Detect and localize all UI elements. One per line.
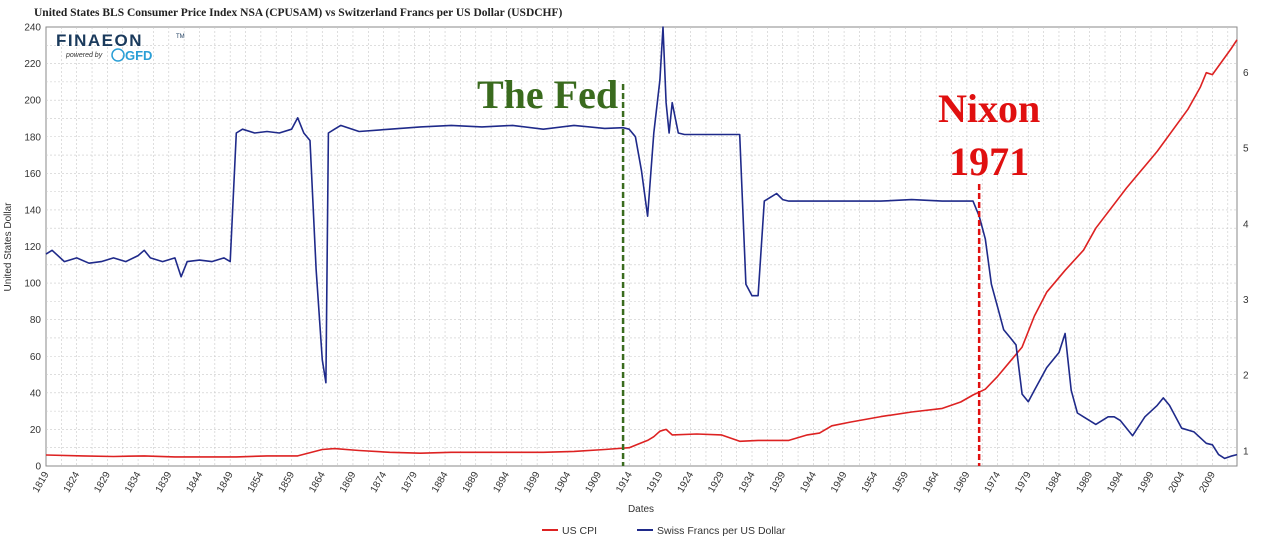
- x-tick-label: 1994: [1105, 470, 1126, 495]
- x-tick-label: 1894: [491, 470, 512, 495]
- logo-sub-brand: GFD: [125, 48, 152, 63]
- y2-tick-label: 6: [1243, 68, 1249, 79]
- y-tick-label: 240: [24, 23, 41, 34]
- x-tick-label: 1919: [645, 470, 666, 495]
- y-tick-label: 40: [30, 388, 42, 399]
- y2-tick-label: 3: [1243, 295, 1249, 306]
- y2-tick-label: 1: [1243, 446, 1249, 457]
- y-axis-label: United States Dollar: [3, 202, 14, 292]
- x-tick-label: 1854: [246, 470, 267, 495]
- x-tick-label: 1924: [676, 470, 697, 495]
- y-tick-label: 60: [30, 352, 42, 363]
- x-tick-label: 1999: [1136, 470, 1157, 495]
- y-tick-label: 0: [35, 462, 41, 473]
- legend-label-us-cpi: US CPI: [562, 525, 597, 537]
- logo-brand: FINAEON: [56, 31, 143, 50]
- y-tick-label: 120: [24, 242, 41, 253]
- x-tick-label: 2004: [1167, 470, 1188, 495]
- series-lines: [45, 26, 1238, 460]
- logo-powered-by: powered by: [65, 52, 103, 59]
- right-axis-ticks: 1 2 3 4 5 6: [1243, 68, 1249, 457]
- x-tick-label: 1829: [92, 470, 113, 495]
- x-tick-label: 1944: [798, 470, 819, 495]
- y-tick-label: 200: [24, 96, 41, 107]
- y2-tick-label: 5: [1243, 144, 1249, 155]
- series-line-us-cpi: [45, 39, 1238, 458]
- chart-title: United States BLS Consumer Price Index N…: [34, 7, 563, 19]
- x-tick-label: 1859: [277, 470, 298, 495]
- x-tick-label: 1819: [31, 470, 52, 495]
- x-tick-label: 1979: [1013, 470, 1034, 495]
- x-tick-label: 1884: [430, 470, 451, 495]
- x-tick-label: 1929: [706, 470, 727, 495]
- y-tick-label: 100: [24, 279, 41, 290]
- x-tick-label: 1869: [338, 470, 359, 495]
- x-tick-label: 1964: [921, 470, 942, 495]
- y2-tick-label: 2: [1243, 371, 1249, 382]
- legend: US CPI Swiss Francs per US Dollar: [542, 525, 786, 537]
- x-tick-label: 1959: [890, 470, 911, 495]
- x-tick-label: 1874: [369, 470, 390, 495]
- x-tick-label: 1969: [952, 470, 973, 495]
- x-axis-ticks: 1819 1824 1829 1834 1839 1844 1849 1854 1859 1864…: [31, 470, 1218, 495]
- y2-tick-label: 4: [1243, 219, 1249, 230]
- x-tick-label: 1864: [307, 470, 328, 495]
- annotations: The Fed Nixon 1971: [477, 72, 1040, 466]
- x-tick-label: 1954: [860, 470, 881, 495]
- y-tick-label: 140: [24, 205, 41, 216]
- x-tick-label: 1904: [553, 470, 574, 495]
- grid: [46, 27, 1237, 466]
- x-tick-label: 1844: [184, 470, 205, 495]
- x-tick-label: 1849: [215, 470, 236, 495]
- x-tick-label: 1889: [461, 470, 482, 495]
- x-tick-label: 1949: [829, 470, 850, 495]
- globe-icon: [111, 48, 125, 62]
- x-tick-label: 1879: [399, 470, 420, 495]
- x-tick-label: 1984: [1044, 470, 1065, 495]
- legend-label-swiss-francs: Swiss Francs per US Dollar: [657, 525, 786, 537]
- y-tick-label: 220: [24, 59, 41, 70]
- x-tick-label: 1939: [768, 470, 789, 495]
- x-axis-label: Dates: [628, 504, 654, 515]
- y-tick-label: 160: [24, 169, 41, 180]
- x-tick-label: 1909: [583, 470, 604, 495]
- annotation-label-nixon: Nixon: [938, 86, 1040, 131]
- x-tick-label: 2009: [1197, 470, 1218, 495]
- annotation-label-the-fed: The Fed: [477, 72, 618, 117]
- x-tick-label: 1824: [62, 470, 83, 495]
- x-tick-label: 1989: [1075, 470, 1096, 495]
- x-tick-label: 1834: [123, 470, 144, 495]
- x-tick-label: 1899: [522, 470, 543, 495]
- x-tick-label: 1839: [154, 470, 175, 495]
- left-axis-ticks: 0 20 40 60 80 100 120 140 160 180 200 220 240: [24, 23, 41, 473]
- finaeon-logo: FINAEON TM powered by GFD: [56, 31, 185, 63]
- logo-trademark: TM: [176, 34, 185, 40]
- y-tick-label: 80: [30, 315, 42, 326]
- y-tick-label: 180: [24, 132, 41, 143]
- y-tick-label: 20: [30, 425, 42, 436]
- x-tick-label: 1934: [737, 470, 758, 495]
- annotation-label-1971: 1971: [949, 139, 1029, 184]
- x-tick-label: 1974: [983, 470, 1004, 495]
- x-tick-label: 1914: [614, 470, 635, 495]
- series-line-swiss-francs: [45, 26, 1238, 460]
